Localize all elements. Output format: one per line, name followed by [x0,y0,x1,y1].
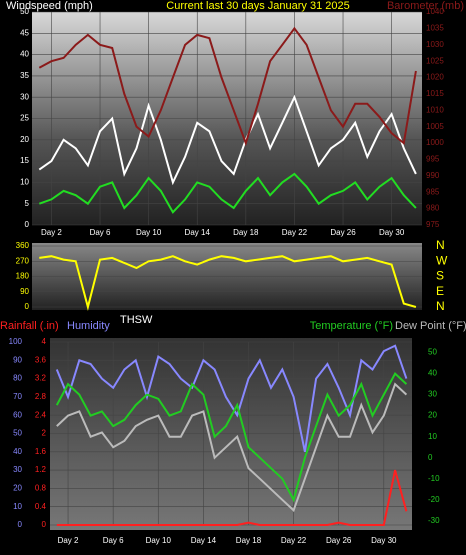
y2-tick-label: 1040 [426,7,444,16]
y2-tick-label: E [436,284,444,298]
series-line [39,255,417,311]
y-tick-label: 45 [20,28,29,37]
y2-tick-label: 10 [428,432,437,441]
y2-tick-label: 1000 [426,138,444,147]
y-tick-label: 40 [13,447,22,456]
y2-tick-label: 1010 [426,105,444,114]
x-tick-label: Day 6 [103,536,124,545]
y-tick-label: 0 [18,520,23,529]
y3-tick-label: 0.4 [35,502,47,511]
y-tick-label: 270 [16,256,30,265]
y-tick-label: 0 [25,220,30,229]
y-tick-label: 0 [25,302,30,311]
y-tick-label: 10 [13,502,22,511]
y2-tick-label: 1015 [426,89,444,98]
y3-tick-label: 2 [42,429,47,438]
y3-tick-label: 3.2 [35,374,47,383]
y2-tick-label: 1005 [426,122,444,131]
y-tick-label: 30 [20,92,29,101]
legend-humidity: Humidity [67,320,110,332]
series-line [56,382,408,513]
y-tick-label: 10 [20,178,29,187]
y-tick-label: 80 [13,374,22,383]
y-tick-label: 100 [9,337,23,346]
y2-tick-label: 1020 [426,73,444,82]
y2-tick-label: 50 [428,348,437,357]
y-tick-label: 90 [20,287,29,296]
y-tick-label: 50 [20,7,29,16]
x-tick-label: Day 22 [282,228,308,237]
x-tick-label: Day 26 [330,228,356,237]
y3-tick-label: 3.6 [35,355,47,364]
y-tick-label: 25 [20,114,29,123]
series-line [38,94,417,186]
y2-tick-label: 20 [428,411,437,420]
x-tick-label: Day 18 [236,536,262,545]
y-tick-label: 30 [13,465,22,474]
y2-tick-label: 985 [426,187,440,196]
x-tick-label: Day 14 [185,228,211,237]
y3-tick-label: 1.6 [35,447,47,456]
y2-tick-label: N [436,238,445,252]
y2-tick-label: 975 [426,220,440,229]
series-line [55,344,408,453]
x-tick-label: Day 10 [136,228,162,237]
y3-tick-label: 1.2 [35,465,47,474]
series-line [38,26,417,147]
y-tick-label: 40 [20,50,29,59]
series-line [56,469,408,526]
y2-tick-label: S [436,269,444,283]
y3-tick-label: 2.8 [35,392,47,401]
x-tick-label: Day 30 [371,536,397,545]
y3-tick-label: 2.4 [35,410,47,419]
y3-tick-label: 4 [42,337,47,346]
y2-tick-label: 40 [428,369,437,378]
y-tick-label: 5 [25,199,30,208]
x-tick-label: Day 6 [90,228,111,237]
legend-temperature: Temperature (°F) [310,320,393,332]
y2-tick-label: 0 [428,453,433,462]
x-tick-label: Day 14 [191,536,217,545]
y3-tick-label: 0 [42,520,47,529]
y2-tick-label: 995 [426,155,440,164]
thsw-label: THSW [120,314,153,326]
y2-tick-label: -10 [428,474,440,483]
x-tick-label: Day 22 [281,536,307,545]
legend-dew-point: Dew Point (°F) [395,320,466,332]
y2-tick-label: 30 [428,390,437,399]
legend-rainfall: Rainfall (.in) [0,320,59,332]
series-line [38,172,417,214]
y2-tick-label: N [436,299,445,313]
y-tick-label: 35 [20,71,29,80]
y-tick-label: 20 [20,135,29,144]
x-tick-label: Day 2 [41,228,62,237]
y2-tick-label: -20 [428,495,440,504]
y-tick-label: 50 [13,429,22,438]
y-tick-label: 90 [13,355,22,364]
x-tick-label: Day 2 [58,536,79,545]
y2-tick-label: -30 [428,516,440,525]
y-tick-label: 360 [16,241,30,250]
y2-tick-label: 990 [426,171,440,180]
y3-tick-label: 0.8 [35,484,47,493]
x-tick-label: Day 18 [233,228,259,237]
y-tick-label: 20 [13,484,22,493]
y-tick-label: 15 [20,156,29,165]
y-axis-label: Windspeed (mph) [6,0,93,12]
chart-title: Current last 30 days January 31 2025 [166,0,349,12]
x-tick-label: Day 26 [326,536,352,545]
y2-tick-label: 1035 [426,23,444,32]
x-tick-label: Day 30 [379,228,405,237]
y-tick-label: 70 [13,392,22,401]
y2-tick-label: 980 [426,204,440,213]
y2-tick-label: 1025 [426,56,444,65]
x-tick-label: Day 10 [146,536,172,545]
y2-tick-label: 1030 [426,40,444,49]
y-tick-label: 60 [13,410,22,419]
y2-tick-label: W [436,253,448,267]
y2-axis-label: Barometer (mb) [387,0,464,12]
y-tick-label: 180 [16,272,30,281]
series-line [55,371,408,503]
